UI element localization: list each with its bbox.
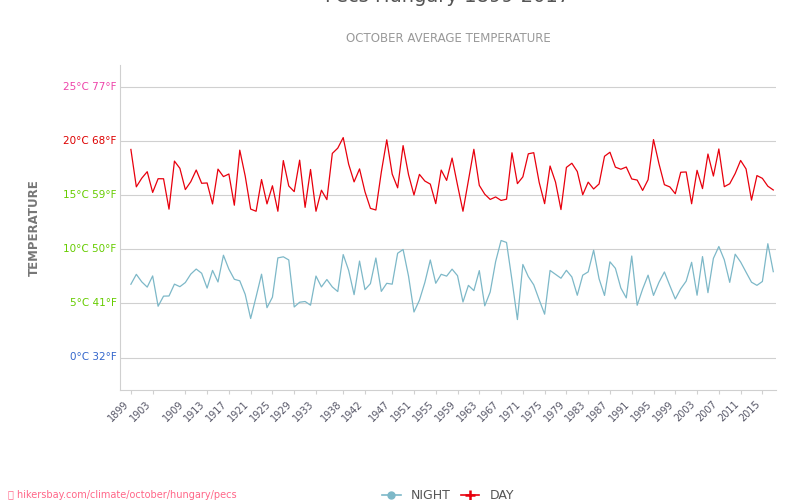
Text: Pecs Hungary 1899-2017: Pecs Hungary 1899-2017 (326, 0, 570, 6)
Text: 10°C 50°F: 10°C 50°F (63, 244, 117, 254)
Text: 5°C 41°F: 5°C 41°F (70, 298, 117, 308)
Text: 15°C 59°F: 15°C 59°F (63, 190, 117, 200)
Text: 20°C 68°F: 20°C 68°F (63, 136, 117, 146)
Text: 25°C 77°F: 25°C 77°F (63, 82, 117, 92)
Text: 📍 hikersbay.com/climate/october/hungary/pecs: 📍 hikersbay.com/climate/october/hungary/… (8, 490, 237, 500)
Text: TEMPERATURE: TEMPERATURE (28, 179, 42, 276)
Text: OCTOBER AVERAGE TEMPERATURE: OCTOBER AVERAGE TEMPERATURE (346, 32, 550, 46)
Legend: NIGHT, DAY: NIGHT, DAY (377, 484, 519, 500)
Text: 0°C 32°F: 0°C 32°F (70, 352, 117, 362)
